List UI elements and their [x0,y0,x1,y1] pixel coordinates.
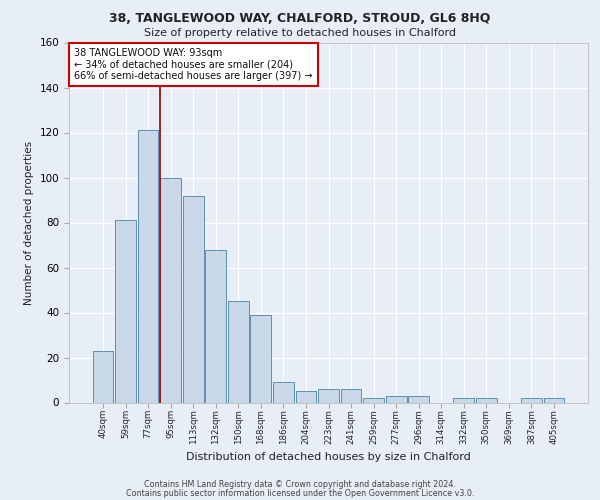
Bar [228,301,248,402]
Bar [544,398,565,402]
Bar [296,391,316,402]
Bar [409,396,429,402]
Text: 38, TANGLEWOOD WAY, CHALFORD, STROUD, GL6 8HQ: 38, TANGLEWOOD WAY, CHALFORD, STROUD, GL… [109,12,491,26]
Bar [160,178,181,402]
Text: Contains HM Land Registry data © Crown copyright and database right 2024.: Contains HM Land Registry data © Crown c… [144,480,456,489]
Bar [273,382,294,402]
Bar [115,220,136,402]
Text: Contains public sector information licensed under the Open Government Licence v3: Contains public sector information licen… [126,488,474,498]
Bar [318,389,339,402]
Y-axis label: Number of detached properties: Number of detached properties [24,140,34,304]
Bar [205,250,226,402]
Bar [137,130,158,402]
Bar [476,398,497,402]
Bar [521,398,542,402]
Bar [363,398,384,402]
Bar [454,398,474,402]
Text: Size of property relative to detached houses in Chalford: Size of property relative to detached ho… [144,28,456,38]
Bar [92,351,113,403]
X-axis label: Distribution of detached houses by size in Chalford: Distribution of detached houses by size … [186,452,471,462]
Bar [183,196,203,402]
Bar [341,389,361,402]
Text: 38 TANGLEWOOD WAY: 93sqm
← 34% of detached houses are smaller (204)
66% of semi-: 38 TANGLEWOOD WAY: 93sqm ← 34% of detach… [74,48,313,81]
Bar [386,396,407,402]
Bar [250,315,271,402]
